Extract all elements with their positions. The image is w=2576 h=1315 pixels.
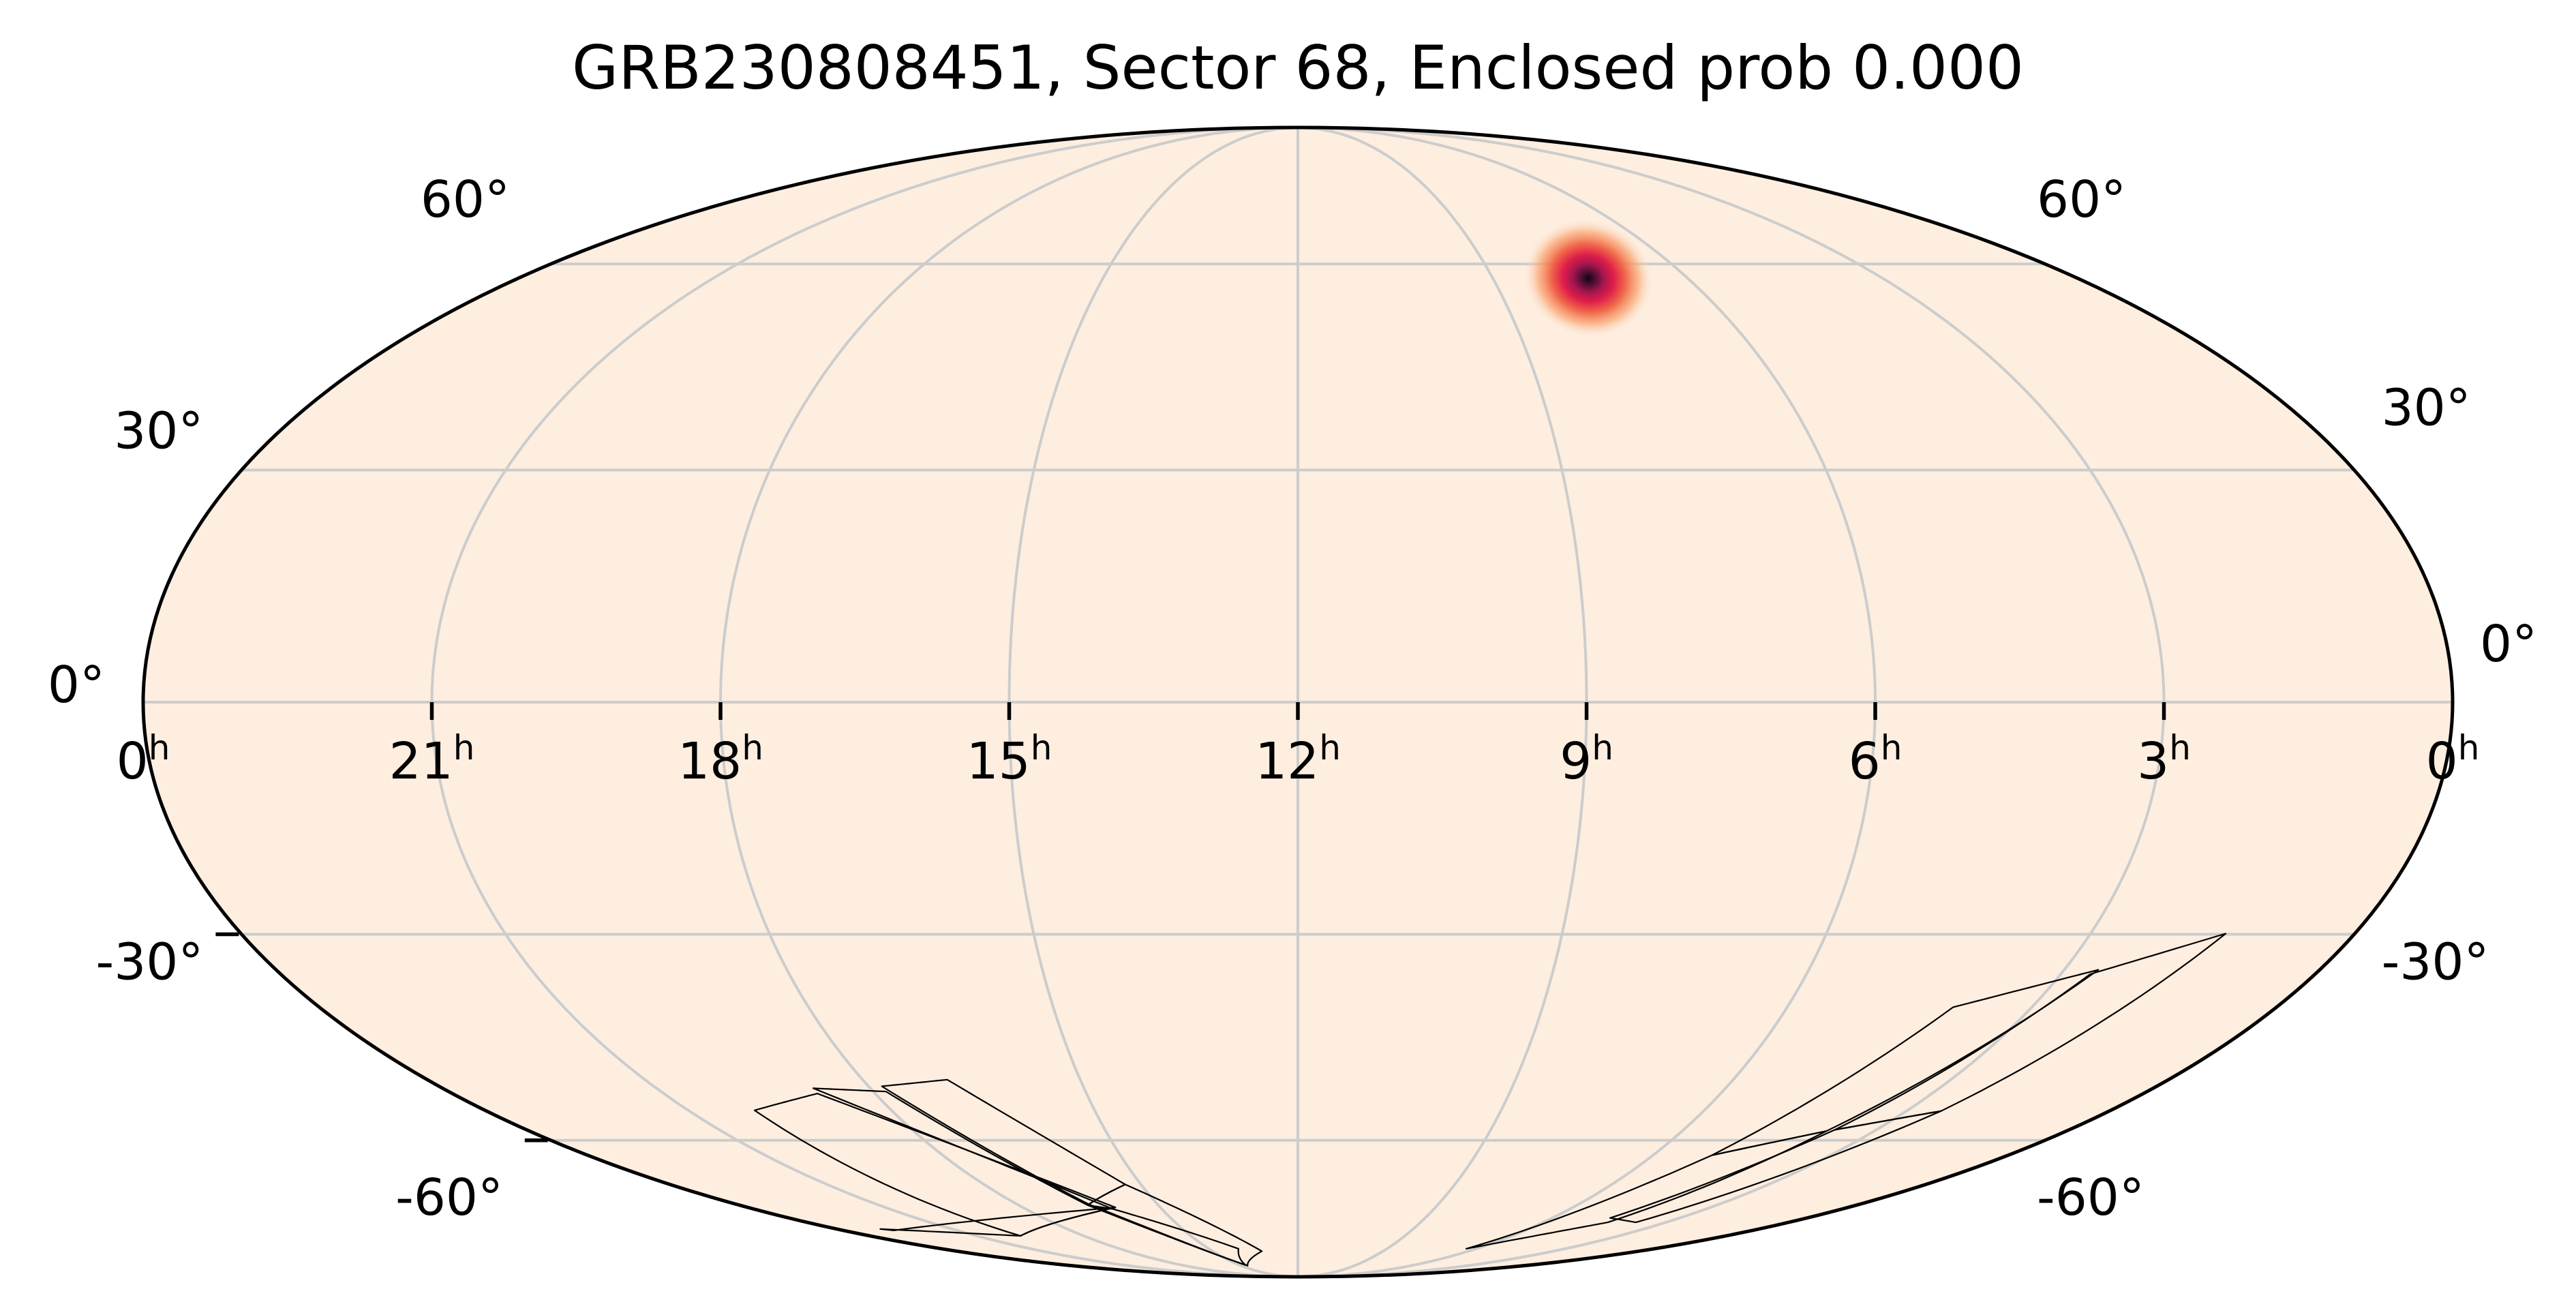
dec-tick-label-right: -60° bbox=[2037, 1168, 2145, 1227]
ccd-footprint bbox=[1609, 1110, 1942, 1224]
ra-tick-label: 9h bbox=[1560, 728, 1613, 791]
localization-hotspot bbox=[1524, 219, 1653, 337]
ccd-footprint bbox=[1088, 1183, 1263, 1267]
ccd-footprint bbox=[1465, 1130, 1828, 1250]
dec-tick-label-right: 0° bbox=[2480, 615, 2537, 674]
ra-tick-label: 0h bbox=[2426, 728, 2480, 791]
ra-tick-label: 15h bbox=[967, 728, 1052, 791]
dec-tick-label-right: -30° bbox=[2382, 933, 2489, 992]
ra-axis-labels: 0h 21h 18h 15h 12h 9h 6h 3h 0h bbox=[117, 728, 2480, 791]
dec-axis-labels: 60° 60° 30° 30° 0° 0° -30° -30° -60° -60° bbox=[48, 170, 2537, 1227]
ra-tick-label: 12h bbox=[1255, 728, 1341, 791]
ra-tick-label: 21h bbox=[389, 728, 475, 791]
axis-ticks bbox=[215, 702, 2166, 1143]
dec-tick-label-left: -60° bbox=[395, 1168, 503, 1227]
ccd-footprint bbox=[879, 1207, 1117, 1237]
dec-tick-label-left: 0° bbox=[48, 656, 105, 714]
sector-footprints bbox=[753, 933, 2227, 1267]
chart-title: GRB230808451, Sector 68, Enclosed prob 0… bbox=[572, 33, 2024, 103]
localization-layer bbox=[1524, 219, 1653, 337]
ra-tick-label: 6h bbox=[1849, 728, 1903, 791]
ra-tick-label: 3h bbox=[2137, 728, 2191, 791]
dec-tick-label-right: 60° bbox=[2037, 170, 2126, 229]
dec-tick-label-left: -30° bbox=[96, 933, 204, 992]
dec-tick-label-left: 30° bbox=[114, 402, 203, 461]
ra-tick-label: 18h bbox=[678, 728, 763, 791]
footprint-group-right bbox=[753, 1078, 1263, 1267]
footprint-group-left bbox=[1465, 933, 2227, 1250]
map-boundary bbox=[141, 125, 2455, 1279]
ra-tick-label: 0h bbox=[117, 728, 170, 791]
dec-tick-label-left: 60° bbox=[421, 170, 510, 229]
dec-tick-label-right: 30° bbox=[2382, 379, 2471, 438]
